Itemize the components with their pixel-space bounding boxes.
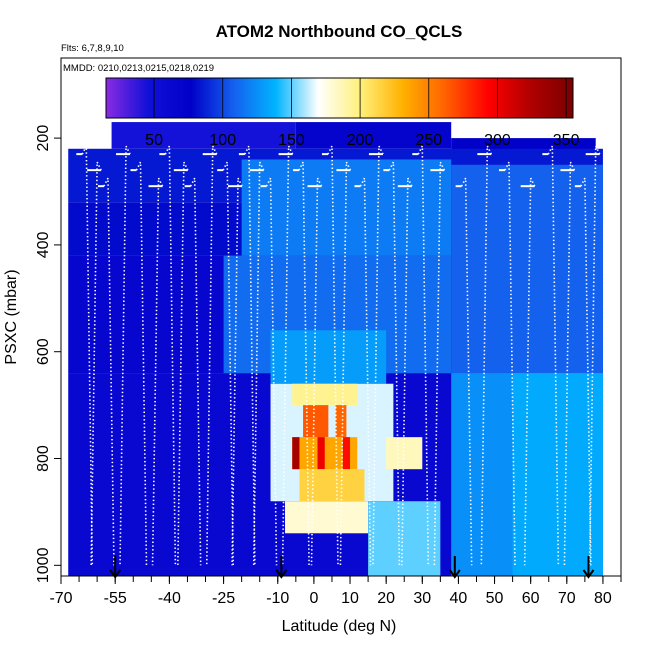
flight-profile [388,161,401,566]
heatmap-cell [386,437,423,470]
heatmap-cell [303,405,329,438]
flight-profile [359,177,372,566]
flight-profile [563,161,576,566]
flight-profile [164,145,177,566]
y-tick-label: 200 [35,125,52,152]
flight-profile [310,177,323,566]
colorbar-tick-label: 100 [209,132,236,149]
heatmap-cell [512,373,603,576]
heatmap-cell [285,501,369,534]
flight-profile [244,145,256,566]
flight-profile [372,145,384,566]
flight-profile [177,161,189,566]
flight-profile [401,177,413,566]
colorbar-tick-label: 200 [347,132,374,149]
chart-title: ATOM2 Northbound CO_QCLS [216,22,463,41]
heatmap-cells [68,122,603,576]
flights-subtitle: Flts: 6,7,8,9,10 [61,43,124,54]
flight-profile [205,145,218,566]
colorbar-tick-label: 250 [415,132,442,149]
flight-profile [231,177,243,566]
heatmap-cell [111,122,296,149]
colorbar-gradient [105,77,574,119]
x-tick-label: 60 [522,590,540,607]
flight-profile [580,177,592,566]
x-tick-label: 30 [413,590,431,607]
x-tick-label: 40 [450,590,468,607]
x-tick-label: 10 [341,590,359,607]
flight-profile [298,161,310,566]
flight-profile [135,161,148,566]
x-axis-label: Latitude (deg N) [282,618,397,635]
heatmap-cell [292,383,358,406]
y-tick-label: 800 [35,445,52,472]
heatmap-cell [292,437,300,470]
heatmap-cell [368,501,441,576]
flight-profile [327,145,339,566]
x-tick-label: -55 [104,590,127,607]
x-tick-label: -40 [158,590,181,607]
x-tick-label: 70 [558,590,576,607]
flight-profile [504,161,516,566]
x-tick-label: -10 [266,590,289,607]
y-axis-label: PSXC (mbar) [3,269,20,364]
colorbar-tick-label: 150 [278,132,305,149]
flight-profile [252,161,265,566]
flight-profile [222,161,234,566]
flight-profile [460,177,473,566]
x-tick-label: 50 [486,590,504,607]
colorbar-tick-label: 350 [553,132,580,149]
x-tick-label: -70 [49,590,72,607]
flight-arrow-head [275,569,288,579]
flight-profile [433,161,446,566]
colorbar: 50 100 150 200 250 300 350 [105,77,580,149]
heatmap-cell [451,164,603,374]
flight-profile [103,177,115,566]
x-axis: -70 -55 -40 -25 -10 0 10 20 30 40 50 60 70 80 [49,575,622,607]
colorbar-tick-label: 300 [484,132,511,149]
dates-subtitle: MMDD: 0210,0213,0215,0218,0219 [63,63,214,74]
x-tick-label: -25 [212,590,235,607]
flight-arrow-head [448,569,461,579]
flight-profile [119,145,131,566]
y-tick-label: 400 [35,231,52,258]
flight-profile [339,161,352,566]
flight-arrow-head [582,569,595,579]
heatmap-cell [317,437,325,470]
heatmap-cell [299,469,365,502]
heatmap-cell [270,330,387,384]
flight-profile [81,145,94,566]
y-tick-label: 600 [35,338,52,365]
flight-profile [281,145,294,566]
y-tick-label: 1000 [35,547,52,583]
flight-profile [417,145,430,566]
flight-profile [523,177,536,566]
x-tick-label: 0 [309,590,318,607]
y-axis: 200 400 600 800 1000 [35,125,61,583]
flight-profile [547,145,560,566]
heatmap-cell [295,122,452,149]
flight-profile [265,177,278,566]
colorbar-tick-label: 50 [145,132,163,149]
flight-profile [90,161,102,566]
flight-profiles [76,145,601,566]
x-tick-label: 20 [377,590,395,607]
x-tick-label: 80 [594,590,612,607]
flight-profile [151,177,164,566]
heatmap-cell [342,437,351,470]
flight-profile [588,145,601,566]
flight-profile [480,145,493,566]
flight-profile [189,177,202,566]
heatmap-cell [335,405,347,438]
